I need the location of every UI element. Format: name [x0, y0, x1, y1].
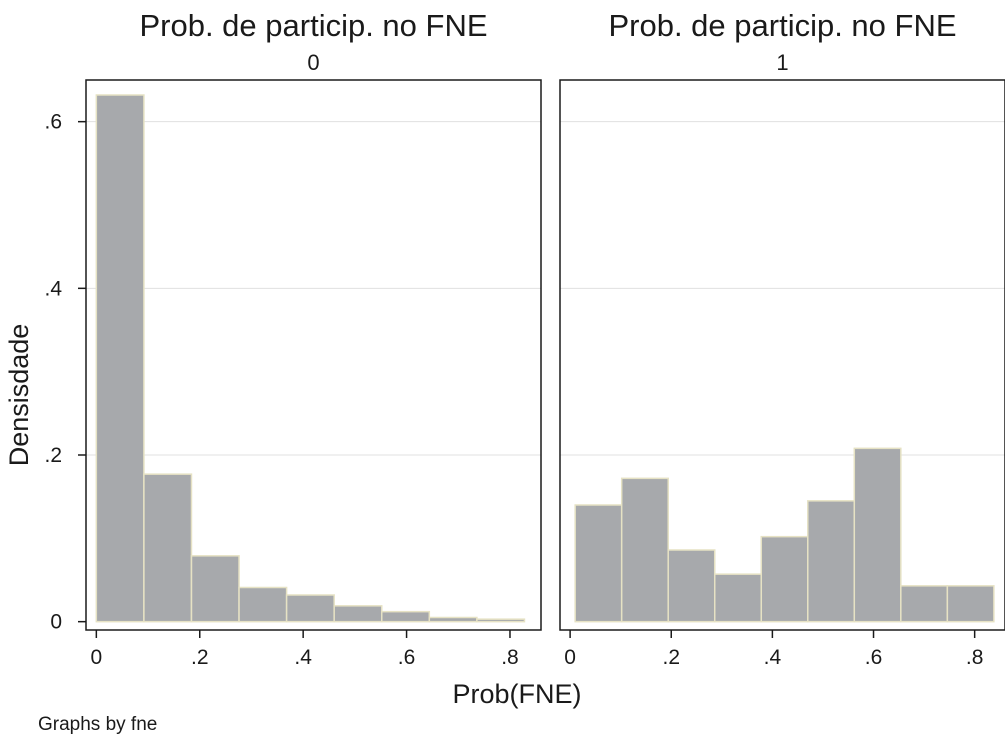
panel-title: Prob. de particip. no FNE: [139, 8, 487, 43]
histogram-bar: [476, 618, 526, 623]
graphs-by-note: Graphs by fne: [38, 714, 158, 735]
y-tick-label: .4: [44, 277, 62, 300]
histogram-bar: [95, 94, 145, 623]
y-axis-label: Densisdade: [4, 324, 34, 467]
histogram-bar: [190, 555, 240, 623]
histogram-bar: [143, 473, 193, 623]
histogram-bar: [238, 586, 288, 623]
panel-title: Prob. de particip. no FNE: [608, 8, 956, 43]
histogram-bar: [381, 610, 431, 623]
x-tick-label: .8: [966, 646, 984, 669]
histogram-bar: [620, 477, 669, 623]
x-tick-label: .6: [398, 646, 416, 669]
panel-frame: [559, 79, 1005, 631]
histogram-bar: [853, 447, 902, 623]
histogram-bar: [333, 605, 383, 623]
histogram-bar: [667, 549, 716, 623]
histogram-bar: [713, 573, 763, 623]
x-tick-label: .4: [294, 646, 312, 669]
y-tick-label: .6: [44, 111, 62, 134]
histogram-bar: [900, 585, 949, 623]
histogram-bar: [807, 500, 856, 623]
panel-subtitle: 0: [307, 50, 319, 75]
x-tick-label: .6: [865, 646, 883, 669]
histogram-bar: [946, 585, 995, 623]
panel-subtitle: 1: [776, 50, 788, 75]
x-tick-label: .8: [501, 646, 519, 669]
x-tick-label: .2: [662, 646, 680, 669]
histogram-bar: [285, 594, 335, 623]
histogram-bar: [760, 535, 809, 623]
panel-frame: [85, 79, 542, 631]
x-tick-label: .2: [191, 646, 209, 669]
histogram-bar: [428, 616, 478, 623]
x-axis-label: Prob(FNE): [452, 679, 581, 709]
histogram-bar: [574, 504, 623, 623]
y-tick-label: 0: [50, 611, 62, 634]
x-tick-label: .4: [764, 646, 782, 669]
y-tick-label: .2: [44, 444, 62, 467]
x-tick-label: 0: [90, 646, 102, 669]
x-tick-label: 0: [564, 646, 576, 669]
